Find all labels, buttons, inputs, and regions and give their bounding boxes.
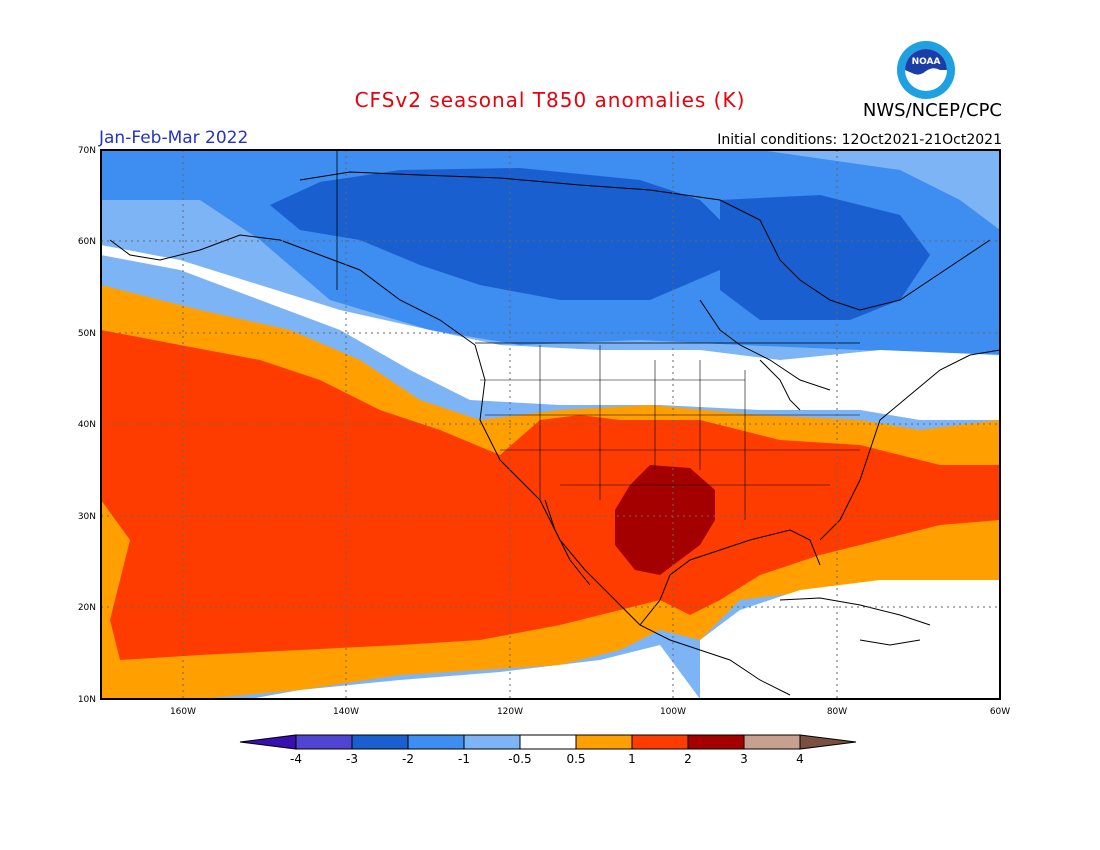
state-borders bbox=[480, 345, 860, 520]
noaa-logo-text: NOAA bbox=[912, 57, 941, 67]
anomaly-fill-dark-red bbox=[615, 465, 715, 575]
colorbar-segment bbox=[575, 734, 633, 750]
colorbar-tick-label: -4 bbox=[290, 752, 302, 766]
colorbar-tick-label: 1 bbox=[628, 752, 636, 766]
colorbar-max-arrow bbox=[799, 734, 857, 750]
colorbar-segment bbox=[407, 734, 465, 750]
colorbar-tick-label: -3 bbox=[346, 752, 358, 766]
initial-conditions: Initial conditions: 12Oct2021-21Oct2021 bbox=[717, 132, 1002, 148]
lon-label-100w: 100W bbox=[660, 707, 686, 717]
colorbar-segment bbox=[687, 734, 745, 750]
colorbar-segment bbox=[351, 734, 409, 750]
colorbar-tick-label: -0.5 bbox=[508, 752, 531, 766]
anomaly-fill-red bbox=[101, 330, 1000, 660]
anomaly-fill-bottom-neutral bbox=[250, 645, 700, 699]
lat-label-60: 60N bbox=[78, 237, 96, 247]
lat-label-10: 10N bbox=[78, 695, 96, 705]
anomaly-fill-neutral bbox=[101, 245, 1000, 420]
lat-label-40: 40N bbox=[78, 420, 96, 430]
lat-label-20: 20N bbox=[78, 603, 96, 613]
anomaly-fill-dark-blue bbox=[270, 168, 740, 300]
colorbar-segment bbox=[519, 734, 577, 750]
colorbar-segment bbox=[631, 734, 689, 750]
lon-label-120w: 120W bbox=[497, 707, 523, 717]
lon-label-140w: 140W bbox=[333, 707, 359, 717]
anomaly-fill-caribbean-neutral bbox=[700, 580, 1000, 699]
map-title: CFSv2 seasonal T850 anomalies (K) bbox=[354, 88, 746, 112]
agency-label: NWS/NCEP/CPC bbox=[862, 100, 1002, 121]
noaa-logo: NOAA bbox=[897, 41, 955, 99]
lon-label-80w: 80W bbox=[827, 707, 847, 717]
forecast-period: Jan-Feb-Mar 2022 bbox=[99, 128, 249, 148]
map-frame bbox=[100, 149, 1001, 700]
colorbar-segment bbox=[743, 734, 801, 750]
gridlines bbox=[101, 150, 1000, 699]
colorbar-tick-label: -2 bbox=[402, 752, 414, 766]
colorbar: -4 -3 -2 -1 -0.5 0.5 1 2 3 4 bbox=[239, 734, 857, 766]
lat-label-50: 50N bbox=[78, 329, 96, 339]
colorbar-segment bbox=[463, 734, 521, 750]
colorbar-tick-label: -1 bbox=[458, 752, 470, 766]
colorbar-tick-label: 2 bbox=[684, 752, 692, 766]
coastlines bbox=[109, 171, 1000, 696]
colorbar-tick-label: 0.5 bbox=[566, 752, 585, 766]
lon-label-160w: 160W bbox=[170, 707, 196, 717]
colorbar-segment bbox=[295, 734, 353, 750]
lat-label-70: 70N bbox=[78, 146, 96, 156]
lon-label-60w: 60W bbox=[990, 707, 1010, 717]
colorbar-tick-label: 3 bbox=[740, 752, 748, 766]
colorbar-tick-label: 4 bbox=[796, 752, 804, 766]
anomaly-fill-dark-blue-east bbox=[720, 195, 930, 320]
lat-label-30: 30N bbox=[78, 512, 96, 522]
colorbar-min-arrow bbox=[239, 734, 297, 750]
